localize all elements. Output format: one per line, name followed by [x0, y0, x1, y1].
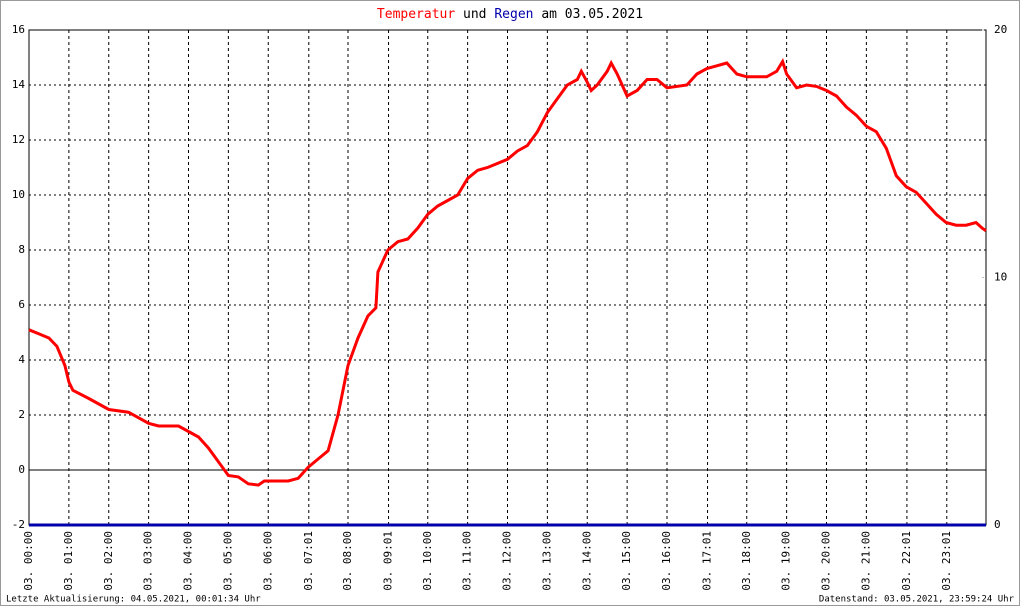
x-tick-label: 03. 10:00	[421, 531, 434, 591]
y-tick-label: 10	[12, 188, 25, 201]
y2-tick-label: 20	[994, 23, 1007, 36]
y-tick-label: 14	[12, 78, 26, 91]
title-part: Temperatur	[377, 7, 455, 22]
x-tick-label: 03. 04:00	[182, 531, 195, 591]
x-tick-label: 03. 23:01	[940, 531, 953, 591]
y-tick-label: 8	[18, 243, 25, 256]
x-tick-label: 03. 05:00	[221, 531, 234, 591]
series-line	[28, 58, 987, 487]
title-part: Regen	[494, 7, 533, 22]
x-tick-label: 03. 11:00	[461, 531, 474, 591]
y-tick-label: -2	[12, 518, 25, 531]
x-tick-label: 03. 15:00	[620, 531, 633, 591]
x-tick-label: 03. 02:00	[102, 531, 115, 591]
y2-tick-label: 10	[994, 271, 1007, 284]
x-tick-label: 03. 22:01	[900, 531, 913, 591]
x-tick-label: 03. 07:01	[302, 531, 315, 591]
title-part: und	[463, 7, 486, 22]
x-tick-label: 03. 13:00	[540, 531, 553, 591]
y2-tick-label: 0	[994, 518, 1001, 531]
x-tick-label: 03. 09:01	[382, 531, 395, 591]
x-tick-label: 03. 12:00	[501, 531, 514, 591]
x-tick-label: 03. 20:00	[820, 531, 833, 591]
x-tick-label: 03. 06:00	[261, 531, 274, 591]
x-tick-label: 03. 17:01	[701, 531, 714, 591]
y-tick-label: 16	[12, 23, 25, 36]
x-tick-label: 03. 14:00	[580, 531, 593, 591]
footer-right: Datenstand: 03.05.2021, 23:59:24 Uhr	[819, 595, 1015, 605]
chart-title: Temperatur und Regen am 03.05.2021	[377, 7, 643, 22]
footer-left: Letzte Aktualisierung: 04.05.2021, 00:01…	[6, 595, 261, 605]
y-tick-label: 12	[12, 133, 25, 146]
title-part: am 03.05.2021	[541, 7, 643, 22]
x-tick-label: 03. 16:00	[660, 531, 673, 591]
x-tick-label: 03. 01:00	[62, 531, 75, 591]
x-tick-label: 03. 21:00	[859, 531, 872, 591]
x-tick-label: 03. 08:00	[341, 531, 354, 591]
x-tick-label: 03. 19:00	[780, 531, 793, 591]
y-tick-label: 4	[18, 353, 25, 366]
x-tick-label: 03. 00:00	[22, 531, 35, 591]
y-tick-label: 2	[18, 408, 25, 421]
y-tick-label: 0	[18, 463, 25, 476]
y-tick-label: 6	[18, 298, 25, 311]
x-tick-label: 03. 03:00	[142, 531, 155, 591]
x-tick-label: 03. 18:00	[740, 531, 753, 591]
